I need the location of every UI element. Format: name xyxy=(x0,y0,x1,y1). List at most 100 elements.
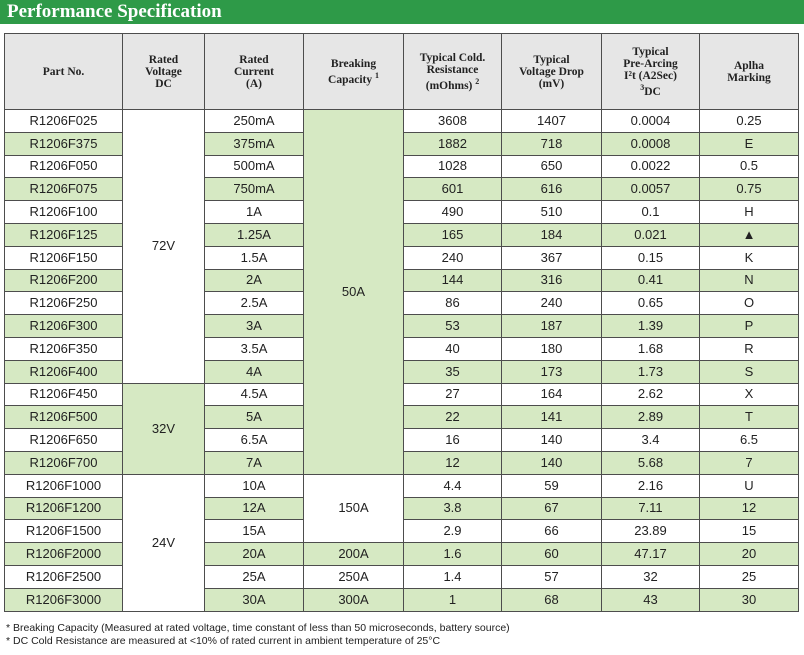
rated-current-cell: 3A xyxy=(204,314,304,338)
table-row: R1206F2500 25A 250A 1.4 57 32 25 xyxy=(4,564,799,589)
voltage-drop-cell: 59 xyxy=(501,473,602,498)
header-part-no: Part No. xyxy=(4,33,123,110)
rated-current-cell: 1.25A xyxy=(204,222,304,247)
cold-resistance-cell: 40 xyxy=(403,336,502,361)
cold-resistance-cell: 240 xyxy=(403,245,502,270)
pre-arcing-cell: 0.0004 xyxy=(601,109,700,133)
part-no-cell: R1206F500 xyxy=(4,405,123,430)
rated-current-cell: 2A xyxy=(204,268,304,293)
breaking-capacity-cell: 300A xyxy=(303,587,404,612)
marking-cell: 20 xyxy=(699,542,799,566)
marking-cell: T xyxy=(699,405,799,430)
pre-arcing-cell: 0.0008 xyxy=(601,131,700,156)
rated-current-cell: 250mA xyxy=(204,109,304,133)
header-rated-voltage: Rated Voltage DC xyxy=(122,33,205,110)
voltage-drop-cell: 164 xyxy=(501,382,602,407)
pre-arcing-cell: 3.4 xyxy=(601,428,700,452)
performance-table: Part No. Rated Voltage DC Rated Current (A) … xyxy=(4,33,799,612)
table-row: R1206F250 2.5A 86 240 0.65 O xyxy=(4,291,799,316)
voltage-drop-cell: 68 xyxy=(501,587,602,612)
marking-cell: 0.5 xyxy=(699,154,799,179)
marking-cell: 12 xyxy=(699,496,799,521)
pre-arcing-cell: 0.15 xyxy=(601,245,700,270)
marking-cell: S xyxy=(699,359,799,384)
rated-voltage-cell: 24V xyxy=(122,473,205,612)
pre-arcing-cell: 0.65 xyxy=(601,291,700,316)
rated-voltage-cell: 72V xyxy=(122,109,205,384)
voltage-drop-cell: 141 xyxy=(501,405,602,430)
marking-cell: U xyxy=(699,473,799,498)
marking-cell: 6.5 xyxy=(699,428,799,452)
part-no-cell: R1206F200 xyxy=(4,268,123,293)
rated-current-cell: 30A xyxy=(204,587,304,612)
header-row: Part No. Rated Voltage DC Rated Current (A) … xyxy=(4,33,799,110)
voltage-drop-cell: 510 xyxy=(501,200,602,224)
pre-arcing-cell: 2.89 xyxy=(601,405,700,430)
voltage-drop-cell: 140 xyxy=(501,428,602,452)
cold-resistance-cell: 144 xyxy=(403,268,502,293)
pre-arcing-cell: 43 xyxy=(601,587,700,612)
marking-cell: 0.25 xyxy=(699,109,799,133)
pre-arcing-cell: 47.17 xyxy=(601,542,700,566)
part-no-cell: R1206F1200 xyxy=(4,496,123,521)
cold-resistance-cell: 490 xyxy=(403,200,502,224)
voltage-drop-cell: 1407 xyxy=(501,109,602,133)
part-no-cell: R1206F450 xyxy=(4,382,123,407)
pre-arcing-cell: 0.41 xyxy=(601,268,700,293)
pre-arcing-cell: 0.0057 xyxy=(601,177,700,202)
pre-arcing-cell: 5.68 xyxy=(601,450,700,475)
cold-resistance-cell: 1 xyxy=(403,587,502,612)
page-title: Performance Specification xyxy=(7,1,222,22)
voltage-drop-cell: 187 xyxy=(501,314,602,338)
part-no-cell: R1206F025 xyxy=(4,109,123,133)
rated-current-cell: 10A xyxy=(204,473,304,498)
voltage-drop-cell: 60 xyxy=(501,542,602,566)
rated-current-cell: 4.5A xyxy=(204,382,304,407)
rated-current-cell: 3.5A xyxy=(204,336,304,361)
rated-current-cell: 500mA xyxy=(204,154,304,179)
cold-resistance-cell: 3608 xyxy=(403,109,502,133)
rated-current-cell: 25A xyxy=(204,564,304,589)
title-bar: Performance Specification xyxy=(0,0,804,24)
table-row: R1206F400 4A 35 173 1.73 S xyxy=(4,359,799,384)
marking-cell: R xyxy=(699,336,799,361)
rated-current-cell: 4A xyxy=(204,359,304,384)
cold-resistance-cell: 53 xyxy=(403,314,502,338)
cold-resistance-cell: 86 xyxy=(403,291,502,316)
marking-cell: 25 xyxy=(699,564,799,589)
cold-resistance-cell: 1028 xyxy=(403,154,502,179)
part-no-cell: R1206F700 xyxy=(4,450,123,475)
pre-arcing-cell: 0.021 xyxy=(601,222,700,247)
table-row: R1206F125 1.25A 165 184 0.021 ▲ xyxy=(4,222,799,247)
pre-arcing-cell: 7.11 xyxy=(601,496,700,521)
voltage-drop-cell: 616 xyxy=(501,177,602,202)
part-no-cell: R1206F1500 xyxy=(4,519,123,544)
cold-resistance-cell: 601 xyxy=(403,177,502,202)
pre-arcing-cell: 1.73 xyxy=(601,359,700,384)
cold-resistance-cell: 35 xyxy=(403,359,502,384)
part-no-cell: R1206F100 xyxy=(4,200,123,224)
footnote-resistance: * DC Cold Resistance are measured at <10… xyxy=(6,635,441,647)
part-no-cell: R1206F150 xyxy=(4,245,123,270)
part-no-cell: R1206F350 xyxy=(4,336,123,361)
breaking-capacity-cell: 250A xyxy=(303,564,404,589)
table-row: R1206F3000 30A 300A 1 68 43 30 xyxy=(4,587,799,612)
cold-resistance-cell: 1.4 xyxy=(403,564,502,589)
part-no-cell: R1206F375 xyxy=(4,131,123,156)
header-marking: Aplha Marking xyxy=(699,33,799,110)
part-no-cell: R1206F3000 xyxy=(4,587,123,612)
marking-cell: 7 xyxy=(699,450,799,475)
rated-voltage-cell: 32V xyxy=(122,382,205,475)
voltage-drop-cell: 367 xyxy=(501,245,602,270)
pre-arcing-cell: 2.16 xyxy=(601,473,700,498)
pre-arcing-cell: 32 xyxy=(601,564,700,589)
table-row: R1206F1500 15A 2.9 66 23.89 15 xyxy=(4,519,799,544)
rated-current-cell: 12A xyxy=(204,496,304,521)
rated-current-cell: 1.5A xyxy=(204,245,304,270)
rated-current-cell: 5A xyxy=(204,405,304,430)
voltage-drop-cell: 316 xyxy=(501,268,602,293)
pre-arcing-cell: 23.89 xyxy=(601,519,700,544)
part-no-cell: R1206F250 xyxy=(4,291,123,316)
voltage-drop-cell: 67 xyxy=(501,496,602,521)
pre-arcing-cell: 0.0022 xyxy=(601,154,700,179)
